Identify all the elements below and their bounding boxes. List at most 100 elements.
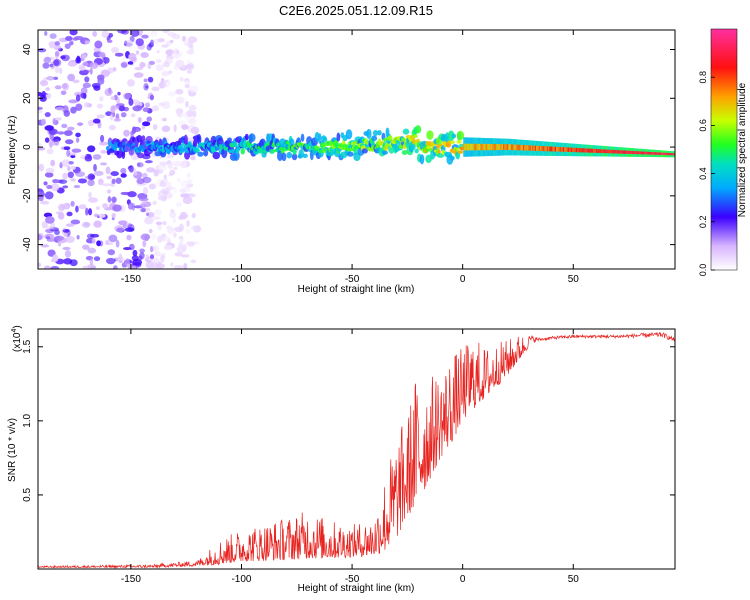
heat-cell-noise xyxy=(116,227,124,233)
heat-cell-noise xyxy=(151,216,161,220)
snr-y-scale-base: (x10 xyxy=(12,332,23,352)
heat-cell-noise xyxy=(135,128,140,132)
heat-cell-band-core xyxy=(489,143,493,151)
heat-cell-noise xyxy=(54,117,62,121)
heat-cell-noise xyxy=(46,184,53,190)
heat-cell-band-core xyxy=(594,148,597,153)
heat-cell-noise xyxy=(151,233,157,241)
heat-cell-noise xyxy=(175,59,185,68)
heat-cell-noise xyxy=(40,244,50,248)
y-tick-label: 1.0 xyxy=(22,413,33,427)
heat-cell-noise xyxy=(108,32,114,38)
heat-cell-noise xyxy=(162,221,167,226)
snr-y-scale-exponent: 4 xyxy=(11,329,18,333)
colorbar-tick-label: 0.0 xyxy=(698,264,708,277)
heat-cell-noise xyxy=(112,104,120,110)
heat-cell-band-outer xyxy=(372,130,379,137)
heat-cell-band-core xyxy=(628,150,632,154)
heat-cell-noise xyxy=(82,62,89,67)
spectrogram-heat-cells xyxy=(38,30,675,269)
heat-cell-noise xyxy=(92,118,101,124)
heat-cell-band-core xyxy=(505,144,508,150)
heat-cell-noise xyxy=(90,233,100,238)
heat-cell-noise xyxy=(68,99,78,104)
heat-cell-noise xyxy=(49,33,57,39)
heat-cell-noise xyxy=(89,68,93,75)
heat-cell-band-core xyxy=(590,148,593,153)
heat-cell-noise xyxy=(103,57,110,64)
heat-cell-noise xyxy=(75,103,83,111)
heat-cell-noise xyxy=(67,165,71,172)
heat-cell-noise xyxy=(185,100,189,108)
heat-cell-band-core xyxy=(561,147,564,152)
heat-cell-band-outer xyxy=(196,134,202,145)
heat-cell-noise xyxy=(110,171,119,177)
heat-cell-noise xyxy=(155,59,162,63)
heat-cell-noise xyxy=(45,87,51,91)
heat-cell-noise xyxy=(133,171,138,176)
heat-cell-band-core xyxy=(642,151,645,155)
heat-cell-band-outer xyxy=(447,130,455,142)
heat-cell-band-outer xyxy=(227,137,232,142)
heat-cell-band-outer xyxy=(419,154,425,165)
heat-cell-band-outer xyxy=(322,136,328,142)
heat-cell-band-core xyxy=(426,145,431,150)
heat-cell-noise xyxy=(96,114,105,119)
heat-cell-noise xyxy=(104,88,113,97)
heat-cell-noise xyxy=(170,208,175,213)
heat-cell-noise xyxy=(179,77,184,82)
y-tick-label: 0 xyxy=(22,144,33,150)
heat-cell-noise xyxy=(173,232,177,238)
heat-cell-noise xyxy=(74,35,84,41)
heat-cell-band-core xyxy=(509,144,512,151)
heat-cell-noise xyxy=(65,223,75,227)
heat-cell-noise xyxy=(106,189,112,194)
heat-cell-band-core xyxy=(566,147,570,152)
heat-cell-noise xyxy=(170,39,174,44)
heat-cell-band-outer xyxy=(184,150,191,160)
heat-cell-noise xyxy=(156,224,163,231)
x-tick-label: -100 xyxy=(231,574,251,585)
snr-panel: -150 -100 -50 0 50 0.5 1.0 1.5 Height of strai… xyxy=(7,325,676,594)
heat-cell-noise xyxy=(185,64,193,69)
heat-cell-noise xyxy=(120,167,127,174)
heat-cell-noise xyxy=(64,250,72,258)
heat-cell-noise xyxy=(123,247,132,251)
y-tick-label: 40 xyxy=(22,44,33,56)
heat-cell-band-core xyxy=(195,148,201,152)
heat-cell-noise xyxy=(75,57,82,64)
heat-cell-noise xyxy=(81,221,91,228)
heat-cell-band-core xyxy=(497,144,501,151)
spectrogram-y-ticks: -40 -20 0 20 40 xyxy=(22,44,675,252)
heat-cell-noise xyxy=(113,265,118,269)
heat-cell-noise xyxy=(143,78,148,83)
colorbar-tick-label: 0.8 xyxy=(698,71,708,84)
heat-cell-band-core xyxy=(565,147,568,152)
heat-cell-noise xyxy=(144,160,153,164)
heat-cell-noise xyxy=(178,242,183,249)
heat-cell-noise xyxy=(117,30,127,34)
heat-cell-noise xyxy=(120,62,128,68)
heat-cell-noise xyxy=(132,265,137,269)
heat-cell-noise xyxy=(63,130,73,136)
heat-cell-noise xyxy=(96,240,101,247)
heat-cell-noise xyxy=(186,173,191,178)
heat-cell-noise xyxy=(75,132,81,138)
heat-cell-band-core xyxy=(599,149,603,153)
heat-cell-noise xyxy=(92,154,102,160)
heat-cell-noise xyxy=(123,129,130,137)
heat-cell-band-core xyxy=(605,149,608,154)
heat-cell-noise xyxy=(48,41,57,47)
heat-cell-noise xyxy=(63,258,73,265)
colorbar-strip xyxy=(710,28,738,271)
heat-cell-band-core xyxy=(398,143,403,150)
heat-cell-band-core xyxy=(335,142,339,149)
heat-cell-band-core xyxy=(585,148,588,153)
heat-cell-band-core xyxy=(621,150,624,154)
heat-cell-noise xyxy=(111,46,120,54)
heat-cell-noise xyxy=(118,253,123,260)
heat-cell-noise xyxy=(105,242,114,246)
heat-cell-noise xyxy=(158,102,166,107)
x-tick-label: -150 xyxy=(121,574,141,585)
heat-cell-noise xyxy=(175,108,184,114)
